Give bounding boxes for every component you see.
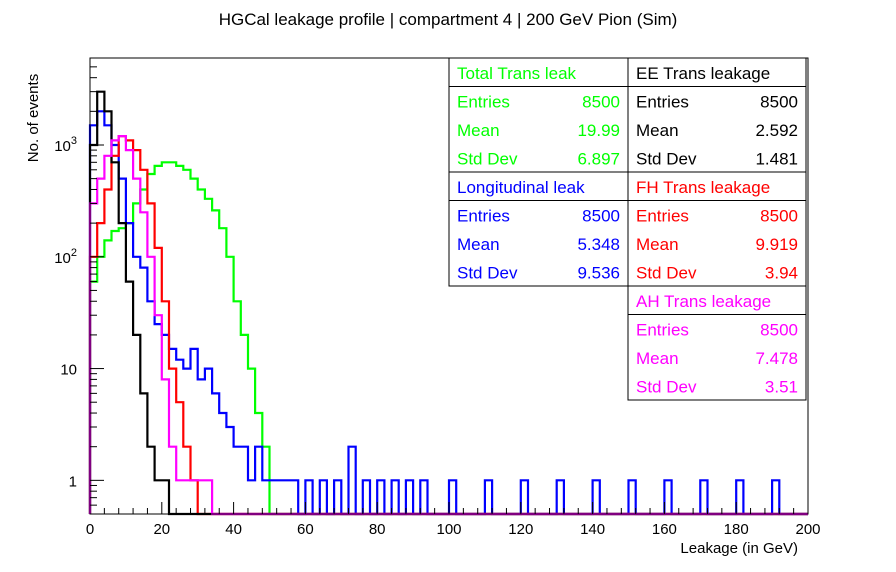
stat-label: Mean [457,235,500,254]
x-tick-label: 200 [795,521,820,538]
stat-value: 2.592 [755,121,798,140]
stat-box-frame [448,171,629,287]
stat-label: Std Dev [636,150,697,169]
stat-value: 8500 [582,207,620,226]
x-tick-label: 100 [436,521,461,538]
y-tick-label: 10 [60,362,77,379]
stat-value: 8500 [760,93,798,112]
stat-value: 8500 [582,93,620,112]
stat-value: 7.478 [755,349,798,368]
stat-label: Mean [457,121,500,140]
stat-label: Mean [636,349,679,368]
x-axis-label: Leakage (in GeV) [680,540,798,557]
stat-value: 5.348 [577,235,620,254]
stat-box-frame [448,57,629,173]
stat-value: 9.919 [755,235,798,254]
stat-label: Entries [457,207,510,226]
stat-box-longitudinal-leak: Longitudinal leak Entries 8500 Mean 5.348 Std… [448,171,629,287]
stat-value: 3.51 [765,378,798,397]
x-tick-label: 80 [369,521,386,538]
stat-box-title: Total Trans leak [457,64,577,83]
stat-box-fh-trans-leakage: FH Trans leakage Entries 8500 Mean 9.919 Std … [627,171,807,287]
stat-label: Mean [636,121,679,140]
stat-value: 8500 [760,207,798,226]
y-tick-label: 103 [54,135,77,155]
x-tick-label: 20 [153,521,170,538]
stat-box-total-trans-leak: Total Trans leak Entries 8500 Mean 19.99 Std … [448,57,629,173]
x-tick-label: 180 [724,521,749,538]
stat-box-frame [627,171,807,287]
stat-label: Std Dev [636,264,697,283]
x-tick-label: 0 [86,521,94,538]
stat-value: 1.481 [755,150,798,169]
x-tick-label: 60 [297,521,314,538]
stat-value: 6.897 [577,150,620,169]
stat-label: Mean [636,235,679,254]
x-tick-label: 140 [580,521,605,538]
stat-value: 3.94 [765,264,798,283]
stat-boxes: Total Trans leak Entries 8500 Mean 19.99 Std … [448,57,807,401]
stat-label: Entries [457,93,510,112]
stat-box-title: EE Trans leakage [636,64,770,83]
axes: 0 20 40 60 80 100 120 140 160 180 200 1 10 102 103 [54,57,821,538]
stat-box-title: FH Trans leakage [636,178,770,197]
stat-box-ee-trans-leakage: EE Trans leakage Entries 8500 Mean 2.592 Std … [627,57,807,173]
series-longitudinal-leak [88,110,808,516]
x-tick-label: 160 [652,521,677,538]
stat-label: Entries [636,321,689,340]
x-tick-label: 40 [225,521,242,538]
stat-label: Std Dev [457,150,518,169]
y-axis-label: No. of events [25,74,42,162]
stat-value: 19.99 [577,121,620,140]
stat-box-title: AH Trans leakage [636,292,771,311]
stat-box-ah-trans-leakage: AH Trans leakage Entries 8500 Mean 7.478 Std … [627,285,807,401]
stat-value: 9.536 [577,264,620,283]
stat-box-frame [627,285,807,401]
stat-box-title: Longitudinal leak [457,178,585,197]
y-tick-label: 1 [69,473,77,490]
x-tick-label: 120 [508,521,533,538]
stat-label: Std Dev [636,378,697,397]
stat-value: 8500 [760,321,798,340]
series-line-longitudinal-leak [88,110,808,516]
y-tick-label: 102 [54,247,77,267]
stat-label: Std Dev [457,264,518,283]
stat-label: Entries [636,93,689,112]
stat-box-frame [627,57,807,173]
stat-label: Entries [636,207,689,226]
chart-title: HGCal leakage profile | compartment 4 | … [219,10,678,29]
